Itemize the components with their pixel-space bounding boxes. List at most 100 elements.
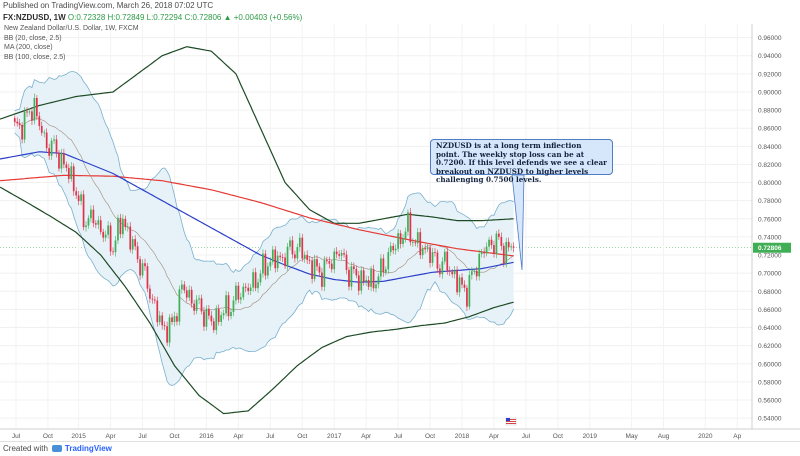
price-tick-label: 0.94000 xyxy=(758,53,782,60)
candle-down xyxy=(335,251,338,255)
candle-down xyxy=(321,272,323,287)
footer-created: Created with xyxy=(3,444,48,453)
candle-down xyxy=(512,246,515,248)
annotation-callout[interactable]: NZDUSD is at a long term inflection poin… xyxy=(430,139,613,184)
legend-title: New Zealand Dollar/U.S. Dollar, 1W, FXCM xyxy=(4,25,139,32)
time-axis[interactable]: Jul Oct 2015 Apr Jul Oct 2016 Apr Jul Oct 2017 Apr J… xyxy=(0,428,800,440)
candle-down xyxy=(45,132,48,149)
candle-down xyxy=(475,270,478,277)
change-value: ▲ +0.00403 (+0.56%) xyxy=(223,13,303,22)
candle-down xyxy=(124,218,127,228)
candle-down xyxy=(156,300,159,323)
callout-pointer xyxy=(511,174,525,271)
candle-down xyxy=(109,225,112,252)
footer-brand[interactable]: TradingView xyxy=(64,444,112,453)
ohlc-bar: FX:NZDUSD, 1W O:0.72328 H:0.72849 L:0.72… xyxy=(0,12,800,24)
candle-up xyxy=(431,252,434,263)
candle-down xyxy=(65,164,68,168)
candle-down xyxy=(63,153,65,165)
chart-area[interactable]: 0.96000 0.94000 0.92000 0.90000 0.88000 0.860… xyxy=(0,24,800,442)
legend-bb100[interactable]: BB (100, close, 2.5) xyxy=(4,53,66,61)
candle-down xyxy=(507,241,510,248)
candle-down xyxy=(67,167,70,179)
legend-ma200[interactable]: MA (200, close) xyxy=(4,44,53,51)
tradingview-logo-icon xyxy=(51,445,62,452)
candle-up xyxy=(404,231,407,239)
candle-up xyxy=(426,247,429,250)
candle-up xyxy=(242,286,245,298)
price-axis-bg xyxy=(752,24,800,442)
last-price-label: 0.72806 xyxy=(758,245,782,252)
candle-down xyxy=(502,245,505,264)
candle-up xyxy=(267,266,269,276)
candle-down xyxy=(279,255,282,258)
symbol-label[interactable]: FX:NZDUSD, 1W xyxy=(3,13,66,22)
footer: Created with TradingView xyxy=(0,441,800,455)
time-tick-label: Ap xyxy=(733,433,741,440)
price-axis[interactable]: 0.96000 0.94000 0.92000 0.90000 0.88000 0.860… xyxy=(751,24,800,442)
candle-down xyxy=(490,239,493,246)
candle-up xyxy=(28,111,31,113)
candle-up xyxy=(90,209,92,219)
candle-up xyxy=(215,308,218,331)
candle-up xyxy=(195,299,198,311)
candle-up xyxy=(50,140,53,156)
time-tick-label: Apr xyxy=(489,433,500,440)
candle-up xyxy=(53,139,55,141)
candle-down xyxy=(163,325,166,327)
candle-down xyxy=(48,148,51,156)
candle-up xyxy=(421,248,424,256)
candle-up xyxy=(220,315,223,322)
candle-up xyxy=(407,212,409,232)
candle-down xyxy=(208,308,210,316)
candle-up xyxy=(360,270,363,291)
candle-up xyxy=(495,233,498,254)
legend-bb20[interactable]: BB (20, close, 2.5) xyxy=(4,34,62,42)
candle-down xyxy=(200,298,203,312)
candle-up xyxy=(323,260,326,287)
candle-up xyxy=(473,270,476,272)
candle-up xyxy=(85,225,87,228)
candle-up xyxy=(60,153,63,169)
candle-down xyxy=(343,253,345,255)
candle-down xyxy=(424,248,427,250)
candle-up xyxy=(178,289,181,322)
candle-up xyxy=(269,261,272,267)
candle-down xyxy=(414,242,417,244)
candle-down xyxy=(193,303,196,311)
candle-down xyxy=(345,254,348,270)
candle-down xyxy=(498,233,500,237)
candle-up xyxy=(375,284,377,289)
candles xyxy=(13,93,515,348)
candle-up xyxy=(276,255,279,269)
candle-down xyxy=(372,269,375,289)
price-chart[interactable]: 0.96000 0.94000 0.92000 0.90000 0.88000 0.860… xyxy=(0,24,800,442)
candle-down xyxy=(362,270,365,282)
candle-up xyxy=(296,247,299,259)
candle-down xyxy=(144,263,146,267)
candle-up xyxy=(225,295,227,314)
time-tick-label: Apr xyxy=(106,433,117,440)
candle-down xyxy=(367,280,370,287)
candle-up xyxy=(377,276,380,285)
candle-down xyxy=(338,254,340,256)
candle-up xyxy=(380,258,382,277)
candle-up xyxy=(488,239,490,247)
candle-down xyxy=(149,288,151,299)
time-tick-label: Jul xyxy=(522,433,531,440)
candle-down xyxy=(190,289,193,304)
publish-info: Published on TradingView.com, March 26, … xyxy=(0,0,800,12)
candle-up xyxy=(122,218,124,235)
candle-down xyxy=(281,257,284,258)
flag-canton xyxy=(506,418,510,421)
candle-down xyxy=(82,194,85,228)
candle-down xyxy=(58,153,60,169)
candle-down xyxy=(217,308,220,322)
time-tick-label: Jul xyxy=(138,433,147,440)
candle-up xyxy=(97,220,100,225)
time-tick-label: 2015 xyxy=(71,433,86,440)
candle-up xyxy=(350,266,353,287)
time-tick-label: Aug xyxy=(658,433,670,440)
candle-up xyxy=(387,252,390,270)
candle-up xyxy=(365,280,368,282)
